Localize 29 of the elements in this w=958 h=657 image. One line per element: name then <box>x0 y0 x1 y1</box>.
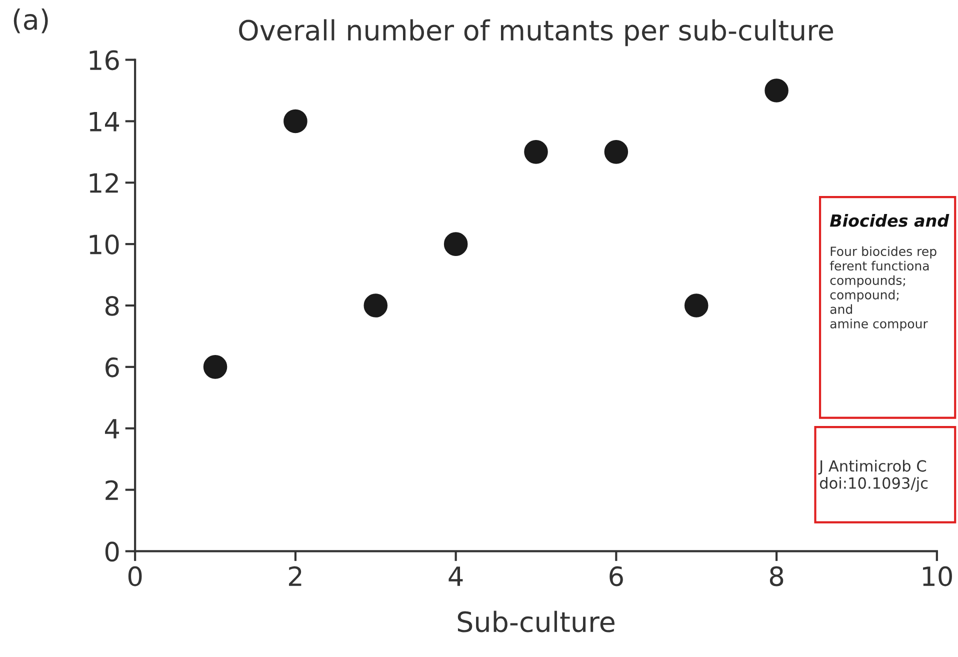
x-tick-label: 8 <box>770 566 784 586</box>
x-tick-label: 6 <box>610 566 623 586</box>
annotation: Four biocides rep ferent functiona compounds; compound; and amine compour <box>830 246 936 331</box>
x-axis-title: Sub-culture <box>458 610 614 632</box>
point <box>203 355 228 379</box>
point <box>764 78 788 102</box>
y-tick-label: 16 <box>90 50 119 70</box>
point <box>684 294 708 318</box>
x-tick-label: 2 <box>288 566 302 586</box>
annotation: Biocides and <box>830 214 950 227</box>
point <box>284 109 308 134</box>
x-tick-label: 4 <box>448 566 463 586</box>
point <box>364 294 388 318</box>
point <box>524 140 548 164</box>
y-tick-label: 2 <box>106 480 118 500</box>
x-tick-label: 10 <box>923 566 952 586</box>
point <box>604 140 628 164</box>
point <box>444 232 468 256</box>
y-tick-label: 6 <box>106 357 119 378</box>
annotation: J Antimicrob C doi:10.1093/jc <box>818 460 928 492</box>
text: (a) <box>14 8 48 34</box>
y-tick-label: 12 <box>90 173 118 193</box>
x-tick-label: 0 <box>128 566 142 586</box>
y-tick-label: 0 <box>105 542 119 562</box>
y-tick-label: 14 <box>90 112 120 132</box>
chart-title: Overall number of mutants per sub-culture <box>239 19 834 46</box>
y-tick-label: 8 <box>105 296 119 316</box>
y-tick-label: 4 <box>104 419 120 438</box>
y-tick-label: 10 <box>90 234 119 254</box>
